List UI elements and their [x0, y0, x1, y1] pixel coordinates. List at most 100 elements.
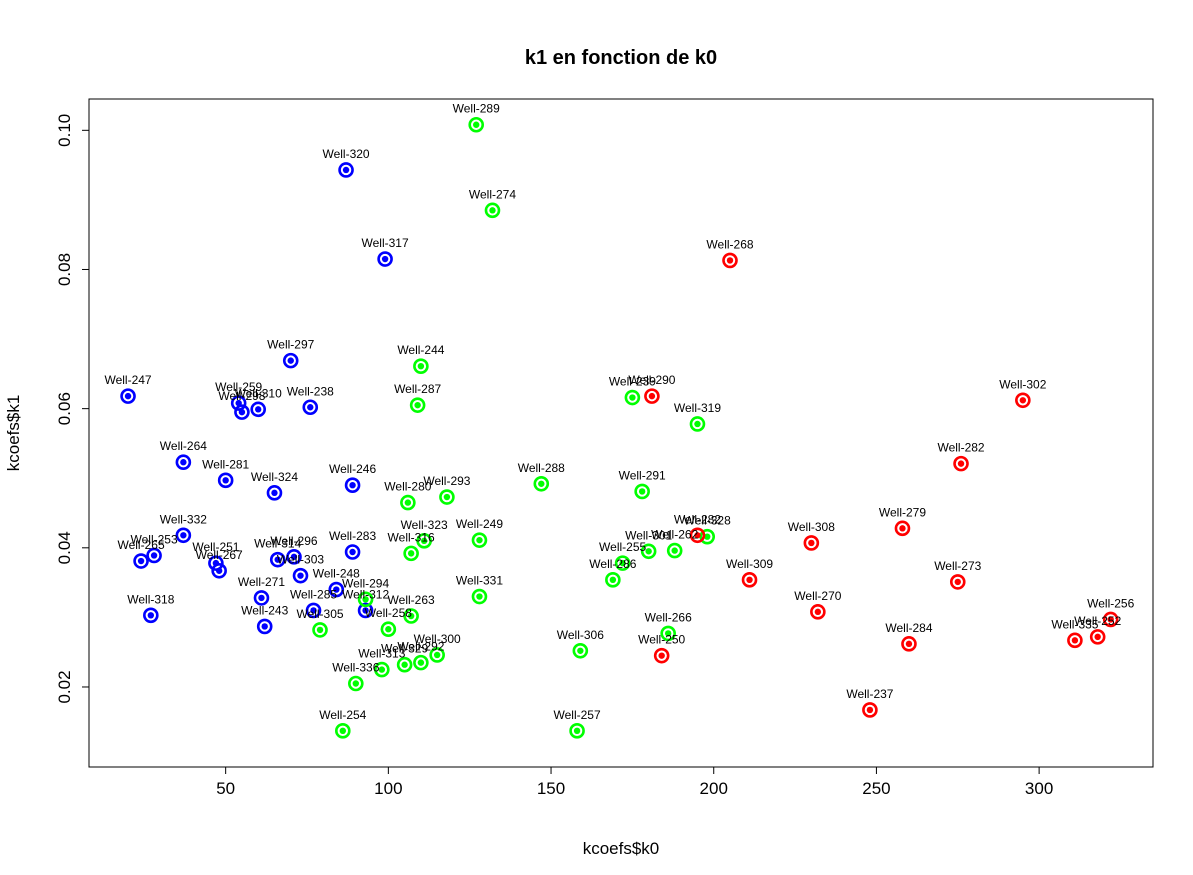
data-point-ring	[256, 618, 273, 635]
data-point-ring	[468, 116, 485, 133]
data-point	[407, 612, 415, 620]
data-point	[316, 626, 324, 634]
point-label: Well-287	[394, 382, 441, 396]
data-point	[1094, 633, 1101, 641]
data-point-ring	[208, 555, 224, 571]
point-label: Well-316	[388, 530, 435, 544]
point-label: Well-314	[254, 537, 301, 551]
point-label: Well-324	[251, 470, 298, 484]
data-point-ring	[666, 542, 683, 559]
data-point	[573, 727, 581, 735]
point-label: Well-328	[684, 514, 731, 528]
point-label: Well-268	[706, 237, 753, 251]
data-point-ring	[146, 547, 162, 564]
data-point	[957, 460, 965, 467]
point-label: Well-263	[388, 593, 435, 607]
data-point	[899, 525, 906, 532]
data-point-ring	[413, 358, 429, 375]
data-point	[473, 121, 480, 128]
data-point-ring	[660, 625, 676, 642]
data-point	[489, 207, 496, 214]
point-label: Well-292	[397, 640, 444, 654]
chart-title: k1 en fonction de k0	[525, 47, 717, 69]
data-point-ring	[644, 388, 660, 404]
point-label: Well-267	[196, 548, 243, 562]
point-label: Well-251	[192, 540, 239, 554]
data-point-ring	[569, 723, 585, 739]
data-point-ring	[400, 494, 416, 511]
point-label: Well-247	[104, 373, 151, 387]
point-label: Well-294	[342, 576, 389, 590]
data-point-ring	[810, 604, 826, 620]
point-label: Well-317	[362, 236, 409, 250]
y-axis: 0.02 0.04 0.06 0.08 0.10	[55, 114, 89, 704]
data-point-ring	[282, 352, 299, 369]
point-label: Well-282	[937, 441, 984, 455]
point-label: Well-248	[313, 567, 360, 581]
point-label: Well-257	[554, 708, 601, 722]
data-point-ring	[266, 485, 283, 501]
data-point	[404, 499, 412, 506]
point-labels: Well-247 Well-320 Well-317 Well-297 Well-259…	[104, 102, 1134, 722]
point-label: Well-336	[332, 661, 379, 675]
data-point-ring	[334, 723, 351, 739]
data-point	[814, 608, 822, 616]
point-label: Well-288	[518, 461, 565, 475]
data-point-ring	[234, 404, 250, 420]
point-label: Well-297	[267, 338, 314, 352]
data-point	[150, 552, 158, 559]
data-point	[401, 661, 408, 668]
point-label: Well-298	[218, 389, 265, 403]
data-point-ring	[722, 252, 738, 269]
data-point	[1107, 616, 1114, 623]
data-point	[905, 640, 913, 648]
data-point-ring	[1067, 632, 1083, 649]
data-point-ring	[302, 399, 319, 416]
point-label: Well-243	[241, 603, 288, 617]
point-label: Well-255	[599, 540, 646, 554]
point-label: Well-262	[651, 528, 698, 542]
point-label: Well-273	[934, 559, 981, 573]
point-label: Well-323	[401, 518, 448, 532]
data-point-ring	[253, 590, 270, 606]
data-point-ring	[953, 455, 969, 472]
x-tick-label: 300	[1025, 779, 1053, 798]
data-point-ring	[572, 642, 589, 659]
data-point	[215, 567, 223, 574]
data-point-ring	[380, 621, 397, 638]
data-point-ring	[143, 607, 159, 624]
data-point	[254, 406, 262, 413]
data-point	[124, 392, 132, 400]
data-point	[414, 401, 421, 409]
point-label: Well-291	[619, 468, 666, 482]
data-point-ring	[312, 622, 328, 638]
point-label: Well-239	[609, 375, 656, 389]
data-point-ring	[344, 544, 361, 560]
data-point	[417, 363, 425, 370]
point-label: Well-280	[384, 480, 431, 494]
point-label: Well-310	[235, 386, 282, 400]
plot-area-frame	[88, 98, 1154, 768]
data-point	[407, 550, 415, 557]
data-point-ring	[1015, 392, 1031, 409]
data-point-ring	[803, 535, 820, 551]
data-point-ring	[471, 532, 488, 548]
point-label: Well-256	[1087, 596, 1134, 610]
data-point	[381, 255, 389, 263]
x-tick-label: 100	[374, 779, 402, 798]
point-label: Well-271	[238, 575, 285, 589]
point-label: Well-249	[456, 517, 503, 531]
data-point	[648, 392, 656, 400]
point-label: Well-253	[131, 532, 178, 546]
data-point-ring	[894, 520, 911, 537]
point-label: Well-289	[453, 102, 500, 116]
data-point-ring	[605, 572, 621, 588]
x-tick-label: 200	[700, 779, 728, 798]
data-point	[609, 576, 617, 584]
point-label: Well-284	[885, 621, 932, 635]
x-axis: 50 100 150 200 250 300	[216, 767, 1053, 798]
point-label: Well-282	[674, 512, 721, 526]
data-point	[476, 536, 483, 544]
data-point-ring	[211, 562, 227, 579]
point-label: Well-264	[160, 439, 207, 453]
